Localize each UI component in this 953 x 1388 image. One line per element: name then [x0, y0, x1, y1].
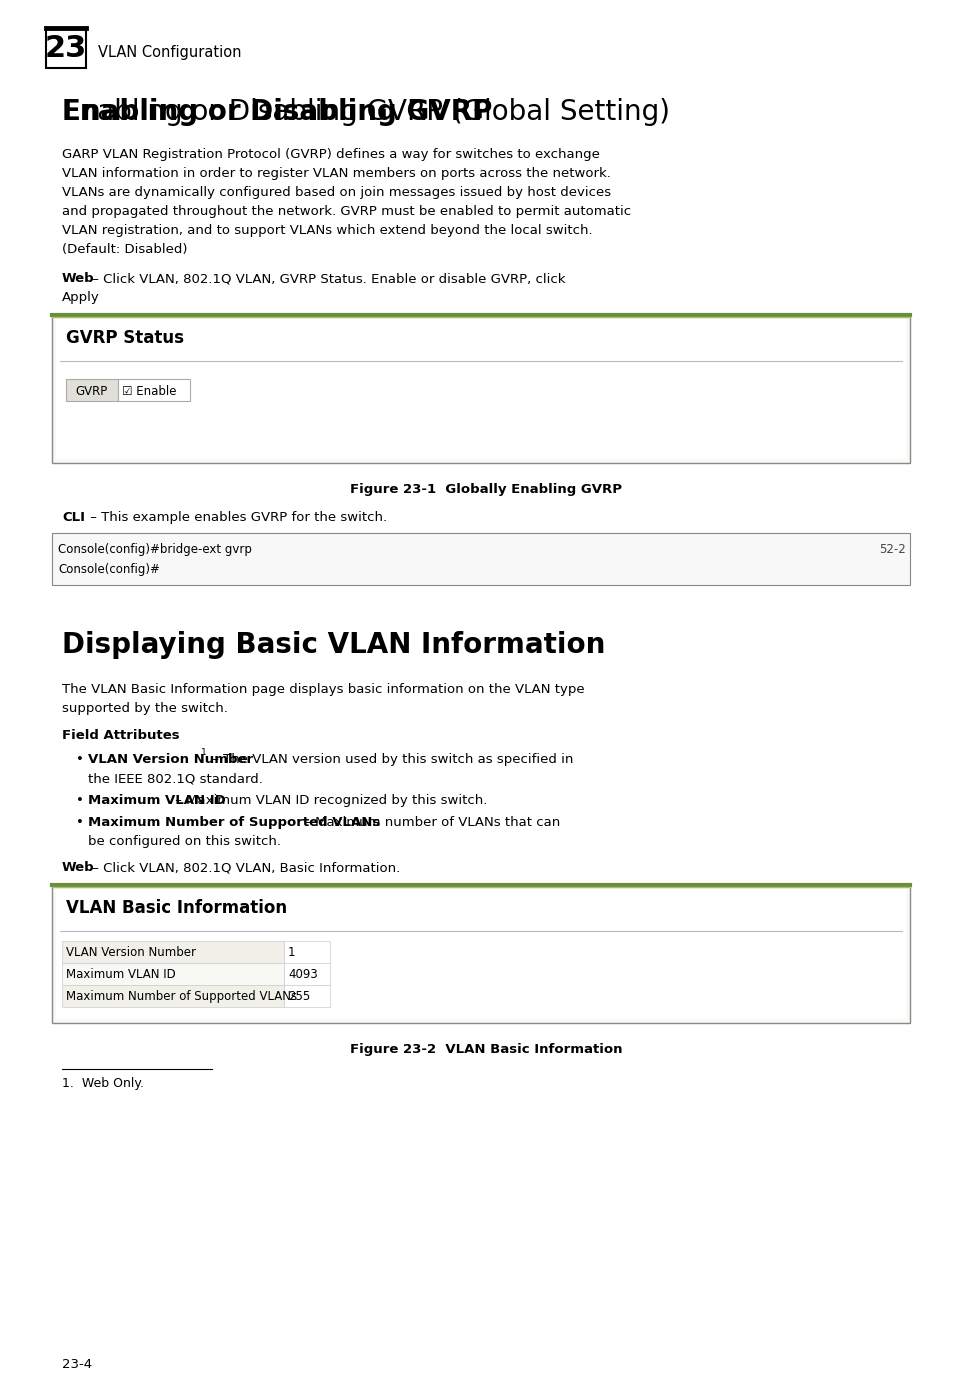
Text: Console(config)#bridge-ext gvrp: Console(config)#bridge-ext gvrp	[58, 543, 252, 557]
Text: 1: 1	[201, 748, 207, 756]
Bar	[62, 985, 284, 1008]
Text: The VLAN Basic Information page displays basic information on the VLAN type: The VLAN Basic Information page displays…	[62, 683, 584, 695]
Bar	[62, 963, 284, 985]
Text: GARP VLAN Registration Protocol (GVRP) defines a way for switches to exchange: GARP VLAN Registration Protocol (GVRP) d…	[62, 149, 599, 161]
Text: Figure 23-1  Globally Enabling GVRP: Figure 23-1 Globally Enabling GVRP	[350, 483, 621, 496]
Text: – Maximum VLAN ID recognized by this switch.: – Maximum VLAN ID recognized by this swi…	[171, 794, 487, 806]
Text: supported by the switch.: supported by the switch.	[62, 702, 228, 715]
Bar	[118, 379, 190, 401]
Text: •: •	[76, 794, 84, 806]
Text: GVRP Status: GVRP Status	[66, 329, 184, 347]
Bar	[52, 533, 909, 584]
Text: Maximum Number of Supported VLANs: Maximum Number of Supported VLANs	[66, 990, 296, 1004]
Bar	[62, 941, 284, 963]
Text: •: •	[76, 754, 84, 766]
Bar	[52, 315, 909, 464]
Text: – Click VLAN, 802.1Q VLAN, GVRP Status. Enable or disable GVRP, click: – Click VLAN, 802.1Q VLAN, GVRP Status. …	[88, 272, 565, 285]
Text: Enabling or Disabling GVRP: Enabling or Disabling GVRP	[62, 99, 492, 126]
Text: VLANs are dynamically configured based on join messages issued by host devices: VLANs are dynamically configured based o…	[62, 186, 611, 198]
Text: 1: 1	[288, 947, 295, 959]
Text: VLAN information in order to register VLAN members on ports across the network.: VLAN information in order to register VL…	[62, 167, 610, 180]
Text: be configured on this switch.: be configured on this switch.	[88, 836, 281, 848]
Text: VLAN Basic Information: VLAN Basic Information	[66, 899, 287, 917]
Bar	[284, 941, 330, 963]
Text: – The VLAN version used by this switch as specified in: – The VLAN version used by this switch a…	[208, 754, 573, 766]
Text: VLAN Version Number: VLAN Version Number	[66, 947, 195, 959]
Text: Figure 23-2  VLAN Basic Information: Figure 23-2 VLAN Basic Information	[350, 1042, 621, 1056]
Text: Field Attributes: Field Attributes	[62, 729, 179, 743]
Text: Maximum VLAN ID: Maximum VLAN ID	[88, 794, 226, 806]
Bar	[284, 985, 330, 1008]
Bar	[52, 886, 909, 1023]
Text: 52-2: 52-2	[879, 543, 905, 557]
Text: 4093: 4093	[288, 967, 317, 981]
Bar	[56, 319, 905, 459]
Text: ☑ Enable: ☑ Enable	[122, 384, 176, 398]
Bar	[284, 963, 330, 985]
Text: VLAN Configuration: VLAN Configuration	[98, 44, 241, 60]
Text: and propagated throughout the network. GVRP must be enabled to permit automatic: and propagated throughout the network. G…	[62, 205, 631, 218]
Text: Apply: Apply	[62, 291, 100, 304]
Text: 255: 255	[288, 990, 310, 1004]
Bar	[56, 888, 905, 1019]
Text: CLI: CLI	[62, 511, 85, 525]
Text: 23-4: 23-4	[62, 1357, 92, 1371]
Bar	[66, 379, 118, 401]
Bar	[46, 28, 86, 68]
Text: Maximum VLAN ID: Maximum VLAN ID	[66, 967, 175, 981]
Text: (Default: Disabled): (Default: Disabled)	[62, 243, 188, 255]
Text: Enabling or Disabling GVRP (Global Setting): Enabling or Disabling GVRP (Global Setti…	[62, 99, 669, 126]
Text: – This example enables GVRP for the switch.: – This example enables GVRP for the swit…	[86, 511, 387, 525]
Text: Maximum Number of Supported VLANs: Maximum Number of Supported VLANs	[88, 816, 380, 829]
Text: Web: Web	[62, 272, 94, 285]
Text: VLAN registration, and to support VLANs which extend beyond the local switch.: VLAN registration, and to support VLANs …	[62, 223, 592, 237]
Text: Web: Web	[62, 861, 94, 874]
Text: – Click VLAN, 802.1Q VLAN, Basic Information.: – Click VLAN, 802.1Q VLAN, Basic Informa…	[88, 861, 400, 874]
Text: Displaying Basic VLAN Information: Displaying Basic VLAN Information	[62, 632, 605, 659]
Text: – Maximum number of VLANs that can: – Maximum number of VLANs that can	[299, 816, 559, 829]
Text: GVRP: GVRP	[76, 384, 108, 398]
Text: 23: 23	[45, 33, 87, 62]
Text: the IEEE 802.1Q standard.: the IEEE 802.1Q standard.	[88, 772, 263, 786]
Text: Console(config)#: Console(config)#	[58, 564, 160, 576]
Text: VLAN Version Number: VLAN Version Number	[88, 754, 253, 766]
Text: •: •	[76, 816, 84, 829]
Text: 1.  Web Only.: 1. Web Only.	[62, 1077, 144, 1090]
